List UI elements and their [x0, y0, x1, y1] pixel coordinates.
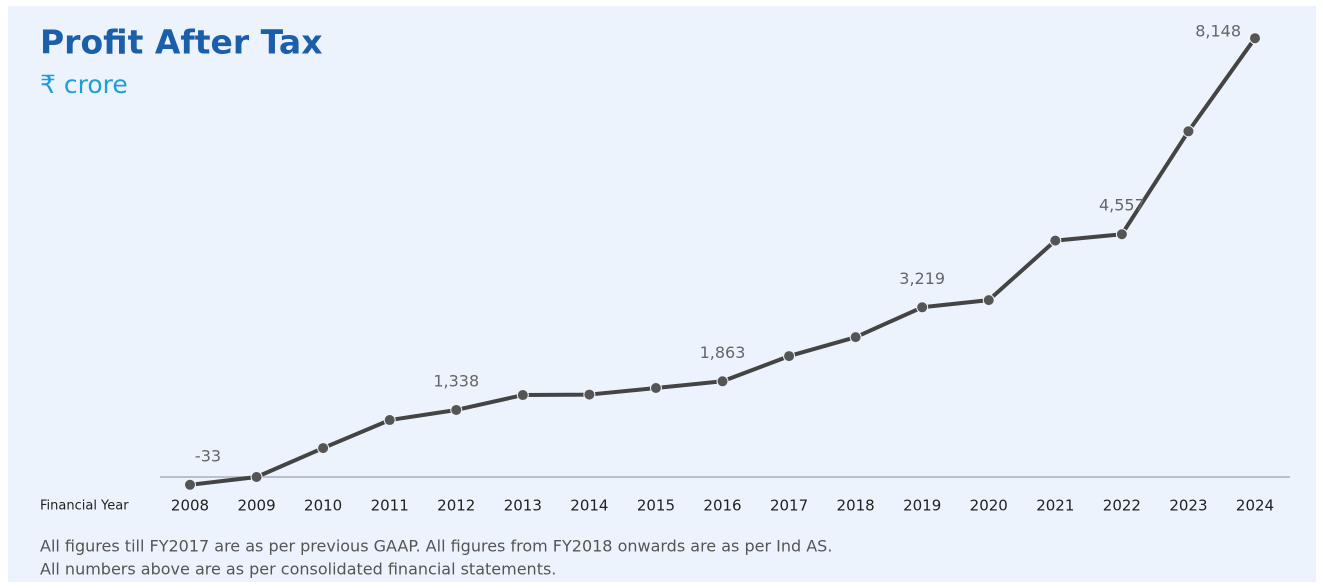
x-tick-label: 2010: [304, 497, 342, 515]
point: [916, 301, 929, 314]
x-tick-label: 2014: [570, 497, 608, 515]
point: [1049, 234, 1062, 247]
x-axis-label: Financial Year: [40, 499, 129, 514]
point: [783, 350, 796, 363]
point: [716, 375, 729, 388]
point: [849, 331, 862, 344]
x-tick-label: 2013: [504, 497, 542, 515]
point: [516, 389, 529, 402]
data-label: -33: [195, 446, 221, 465]
x-tick-label: 2019: [903, 497, 941, 515]
point: [450, 403, 463, 416]
data-label: 1,863: [700, 343, 746, 362]
data-label: 4,557: [1099, 196, 1145, 215]
point: [982, 294, 995, 307]
point: [317, 442, 330, 455]
point: [1249, 32, 1261, 45]
x-tick-label: 2020: [970, 497, 1008, 515]
x-tick-label: 2016: [703, 497, 741, 515]
x-tick-label: 2021: [1036, 497, 1074, 515]
x-tick-label: 2024: [1236, 497, 1274, 515]
point: [583, 388, 596, 401]
x-tick-label: 2009: [237, 497, 275, 515]
point: [184, 478, 196, 491]
data-label: 3,219: [899, 269, 945, 288]
point: [250, 470, 263, 483]
x-tick-label: 2018: [837, 497, 875, 515]
footnote: All numbers above are as per consolidate…: [40, 560, 556, 579]
point: [1115, 228, 1128, 241]
point: [1182, 125, 1195, 138]
data-label: 8,148: [1195, 22, 1241, 41]
chart-subtitle: ₹ crore: [40, 70, 128, 99]
footnote: All figures till FY2017 are as per previ…: [40, 537, 832, 556]
x-tick-label: 2022: [1103, 497, 1141, 515]
x-tick-label: 2008: [171, 497, 209, 515]
x-tick-label: 2012: [437, 497, 475, 515]
point: [383, 414, 396, 427]
x-tick-label: 2015: [637, 497, 675, 515]
card: [8, 6, 1316, 582]
data-label: 1,338: [433, 371, 479, 390]
chart-title: Profit After Tax: [40, 23, 322, 62]
point: [649, 382, 662, 395]
x-tick-label: 2011: [371, 497, 409, 515]
x-tick-label: 2017: [770, 497, 808, 515]
x-tick-label: 2023: [1169, 497, 1207, 515]
